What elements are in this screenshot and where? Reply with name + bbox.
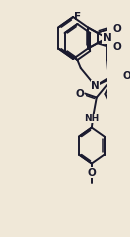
Text: NH: NH (84, 114, 99, 123)
Text: O: O (112, 42, 121, 52)
Text: N: N (91, 81, 100, 91)
Text: O: O (112, 24, 121, 34)
Text: F: F (74, 12, 81, 22)
Text: O: O (87, 168, 96, 178)
Text: N: N (103, 33, 111, 43)
Text: O: O (122, 71, 130, 81)
Text: O: O (75, 89, 84, 99)
